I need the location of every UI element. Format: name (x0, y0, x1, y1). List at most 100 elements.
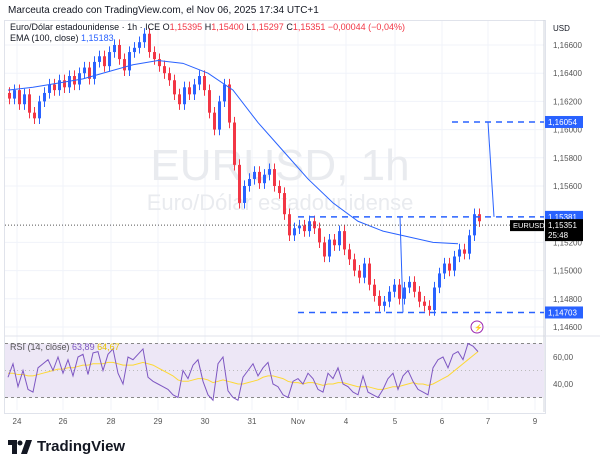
candle (223, 84, 226, 102)
candle (353, 259, 356, 271)
candle (103, 56, 106, 67)
candle (418, 291, 421, 302)
rsi-label: RSI (14, close) (10, 342, 70, 352)
candle (173, 80, 176, 95)
candle (318, 228, 321, 243)
candle (108, 52, 111, 67)
candle (398, 284, 401, 299)
rsi-legend: RSI (14, close) 63,89 64,67 (10, 342, 120, 352)
time-axis-label: Nov (291, 417, 305, 426)
candle (258, 171, 261, 184)
price-axis-label: 1,16600 (553, 41, 582, 50)
candle (423, 301, 426, 306)
candle (98, 56, 101, 62)
time-axis-label: 31 (248, 417, 257, 426)
low-value: 1,15297 (251, 22, 284, 32)
candle (38, 101, 41, 119)
high-value: 1,15400 (211, 22, 244, 32)
price-axis-label: 1,14600 (553, 323, 582, 332)
candle (413, 281, 416, 292)
time-axis-label: 9 (533, 417, 538, 426)
projection-line (399, 216, 404, 313)
open-value: 1,15395 (169, 22, 203, 32)
candle (148, 33, 151, 53)
candle (8, 92, 11, 99)
candle (303, 225, 306, 232)
candle (403, 287, 406, 299)
candle (88, 67, 91, 79)
time-axis-label: 5 (393, 417, 398, 426)
candle (308, 221, 311, 232)
candle (18, 90, 21, 105)
candle (183, 87, 186, 105)
candle (198, 76, 201, 85)
candle (193, 84, 196, 95)
time-axis-label: 29 (154, 417, 163, 426)
time-axis-label: 30 (201, 417, 210, 426)
candle (163, 66, 166, 74)
candle (293, 228, 296, 236)
candle (393, 284, 396, 292)
symbol-badge-label: EURUSD (513, 221, 545, 230)
price-level-badge (545, 115, 583, 128)
candle (373, 284, 376, 296)
candle (288, 214, 291, 236)
low-label: L (246, 22, 252, 32)
candle (218, 101, 221, 130)
candle (338, 231, 341, 246)
candle (113, 45, 116, 53)
candle (253, 171, 256, 179)
rsi-ma-value: 64,67 (97, 342, 120, 352)
candle (158, 59, 161, 67)
candle (188, 87, 191, 95)
candle (23, 94, 26, 105)
candle (168, 73, 171, 81)
candle (238, 164, 241, 203)
ema-line (7, 60, 459, 245)
symbol-badge (510, 220, 544, 232)
rsi-value: 63,89 (72, 342, 95, 352)
candle (248, 178, 251, 186)
rsi-line (7, 342, 479, 402)
open-label: O (162, 22, 170, 32)
current-price-badge (545, 219, 583, 242)
candle (278, 186, 281, 194)
candle (268, 169, 271, 175)
price-axis-label: 1,16000 (553, 126, 582, 135)
credit-text: Marceuta creado con TradingView.com, el … (8, 5, 319, 16)
candle (448, 263, 451, 271)
symbol-name: Euro/Dólar estadounidense · 1h · ICE (10, 22, 161, 32)
time-axis-label: 28 (107, 417, 116, 426)
time-axis-label: 7 (486, 417, 491, 426)
candle (133, 47, 136, 53)
candle (143, 33, 146, 43)
candle (83, 67, 86, 74)
symbol-legend: Euro/Dólar estadounidense · 1h · ICE O1,… (10, 22, 405, 32)
close-value: 1,15351 (292, 22, 326, 32)
ema-legend: EMA (100, close) 1,15183 (10, 33, 114, 43)
candle (283, 193, 286, 215)
candle (363, 263, 366, 278)
tradingview-logo: TradingView (8, 438, 125, 455)
candle (453, 256, 456, 271)
countdown-label: 25:48 (548, 231, 569, 240)
price-level-label: 1,16054 (548, 118, 577, 127)
candle (333, 239, 336, 246)
candle (93, 61, 96, 79)
event-icon-glyph: ⚡ (474, 323, 483, 332)
candle (178, 94, 181, 105)
candle (43, 92, 46, 102)
price-level-label: 1,14703 (548, 308, 577, 317)
candle (123, 59, 126, 71)
price-axis-label: 1,15200 (553, 238, 582, 247)
candle (48, 84, 51, 93)
candle (328, 239, 331, 257)
candle (153, 52, 156, 60)
candle (233, 122, 236, 165)
close-label: C (286, 22, 293, 32)
currency-label: USD (553, 24, 570, 33)
ema-value: 1,15183 (81, 33, 114, 43)
candle (208, 90, 211, 113)
